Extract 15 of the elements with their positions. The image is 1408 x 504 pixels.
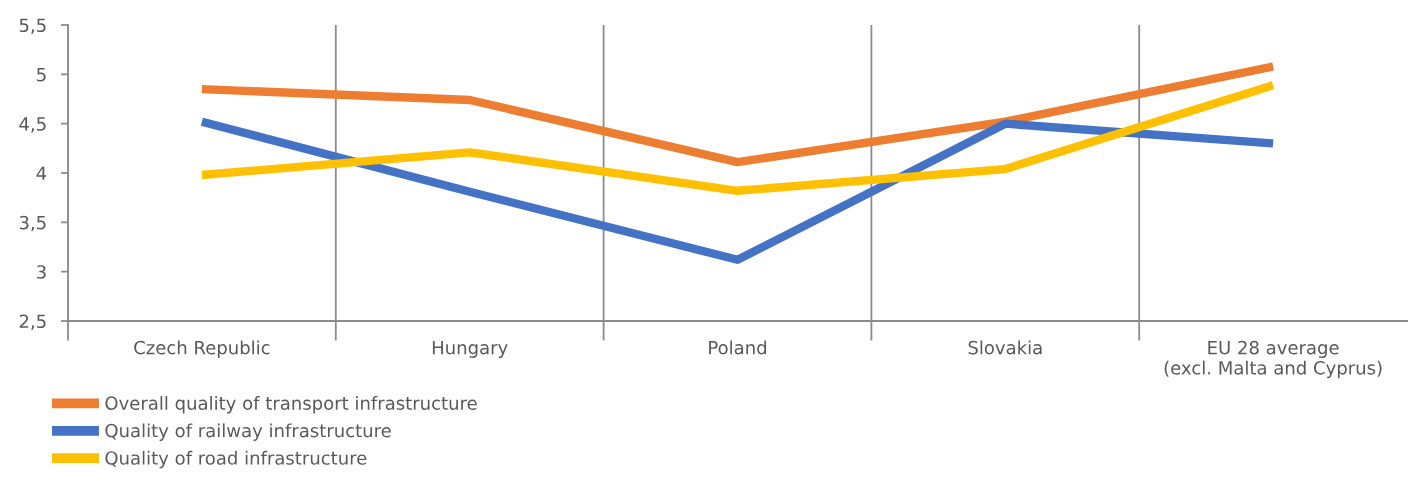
y-tick-label: 3	[37, 265, 46, 279]
legend-label: Overall quality of transport infrastructure	[105, 396, 477, 414]
y-tick-label: 4,5	[19, 117, 46, 133]
x-tick-label: Poland	[709, 340, 766, 355]
y-tick-label: 4	[36, 166, 47, 180]
legend-label: Quality of road infrastructure	[105, 450, 367, 469]
legend-label: Quality of railway infrastructure	[105, 423, 391, 441]
x-tick-label: Czech Republic	[134, 340, 270, 358]
x-tick-label: Slovakia	[968, 340, 1042, 355]
y-tick-label: 2,5	[19, 314, 46, 330]
x-tick-label: Hungary	[432, 341, 508, 358]
y-tick-label: 5	[37, 68, 46, 82]
x-tick-label: EU 28 average (excl. Malta and Cyprus)	[1164, 340, 1382, 379]
y-tick-label: 5,5	[19, 18, 46, 34]
y-tick-label: 3,5	[19, 215, 46, 232]
